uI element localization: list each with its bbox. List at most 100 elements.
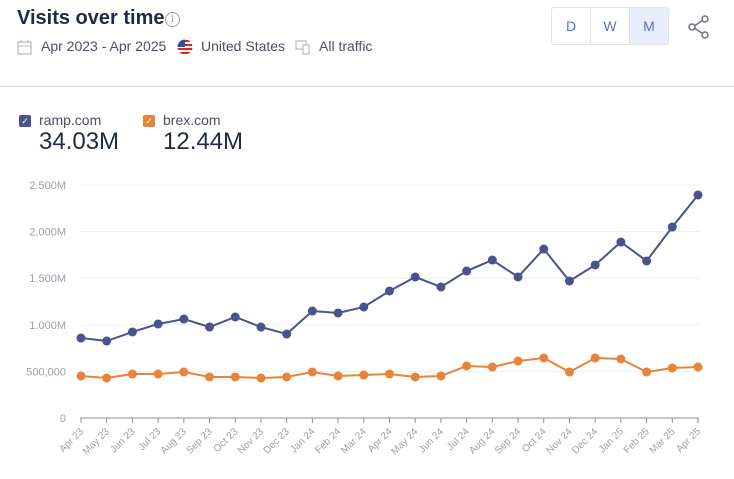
x-tick-label: May 24 [389, 426, 420, 457]
x-tick-label: Nov 23 [236, 426, 266, 456]
data-point [513, 356, 523, 366]
x-tick-label: Jan 25 [597, 426, 626, 455]
data-point [667, 222, 677, 232]
x-tick-label: Sep 23 [184, 426, 214, 456]
x-tick-label: Feb 24 [313, 426, 343, 456]
x-tick-label: Feb 25 [622, 426, 652, 456]
data-point [282, 329, 292, 339]
x-tick-label: Mar 25 [648, 426, 678, 456]
country-filter[interactable]: United States [177, 38, 286, 55]
data-point [359, 302, 369, 312]
x-tick-label: Mar 24 [339, 426, 369, 456]
traffic-label: All traffic [319, 38, 373, 54]
chart-title: Visits over time [17, 7, 165, 29]
y-tick-label: 0 [60, 413, 66, 425]
granularity-week-button[interactable]: W [591, 8, 630, 44]
data-point [385, 286, 394, 296]
data-point [385, 369, 394, 379]
data-point [693, 190, 703, 200]
data-point [307, 306, 317, 316]
data-point [102, 373, 112, 383]
data-point [333, 371, 343, 381]
data-point [462, 266, 472, 276]
data-point [513, 272, 523, 282]
legend-total: 34.03M [39, 128, 120, 155]
x-tick-label: Jan 24 [288, 426, 317, 455]
data-point [205, 322, 215, 332]
data-point [616, 354, 626, 364]
divider [0, 86, 734, 87]
y-tick-label: 500,000 [26, 366, 66, 378]
data-point [153, 319, 163, 329]
checkbox-icon[interactable]: ✓ [143, 115, 155, 127]
x-tick-label: Jun 24 [417, 426, 446, 455]
data-point [102, 336, 112, 346]
x-tick-label: Aug 24 [467, 426, 497, 456]
share-icon[interactable] [687, 15, 711, 39]
data-point [333, 308, 343, 318]
data-point [127, 327, 137, 337]
traffic-filter[interactable]: All traffic [295, 38, 373, 55]
granularity-toggle: D W M [551, 7, 669, 45]
x-tick-label: May 23 [81, 426, 112, 457]
country-label: United States [201, 38, 286, 54]
data-point [410, 272, 420, 282]
data-point [539, 244, 549, 254]
data-point [179, 367, 189, 377]
legend-total: 12.44M [163, 128, 244, 155]
data-point [153, 369, 163, 379]
data-point [410, 372, 420, 382]
data-point [359, 370, 369, 380]
data-point [127, 369, 137, 379]
x-tick-label: Aug 23 [159, 426, 189, 456]
data-point [256, 373, 266, 383]
granularity-day-button[interactable]: D [552, 8, 591, 44]
date-range-label: Apr 2023 - Apr 2025 [41, 38, 167, 54]
x-tick-label: Dec 24 [570, 426, 600, 456]
data-point [76, 371, 86, 381]
data-point [462, 361, 472, 371]
data-point [590, 353, 600, 363]
data-point [693, 362, 703, 372]
data-point [307, 367, 317, 377]
y-tick-label: 2.500M [29, 180, 66, 192]
checkbox-icon[interactable]: ✓ [19, 115, 31, 127]
series-line-ramp.com [80, 194, 699, 343]
x-tick-label: Oct 24 [520, 426, 549, 455]
y-tick-label: 1.500M [29, 273, 66, 285]
data-point [564, 367, 574, 377]
data-point [76, 333, 86, 343]
data-point [539, 353, 549, 363]
data-point [642, 256, 652, 266]
date-range-filter[interactable]: Apr 2023 - Apr 2025 [17, 38, 167, 55]
calendar-icon [17, 40, 32, 55]
legend-name: ramp.com [39, 112, 102, 128]
devices-icon [295, 40, 310, 55]
x-tick-label: Jun 23 [109, 426, 138, 455]
data-point [205, 372, 215, 382]
x-tick-label: Dec 23 [262, 426, 292, 456]
y-tick-label: 1.000M [29, 320, 66, 332]
data-point [179, 314, 189, 324]
data-point [436, 282, 446, 292]
data-point [667, 363, 677, 373]
data-point [230, 372, 240, 382]
data-point [564, 276, 574, 286]
data-point [616, 237, 626, 247]
data-point [436, 371, 446, 381]
x-tick-label: Apr 25 [675, 426, 704, 455]
data-point [487, 255, 497, 265]
y-tick-label: 2.000M [29, 227, 66, 239]
data-point [642, 367, 652, 377]
x-tick-label: Oct 23 [212, 426, 241, 455]
info-icon[interactable]: i [165, 12, 180, 27]
us-flag-icon [177, 39, 193, 55]
data-point [256, 322, 266, 332]
granularity-month-button[interactable]: M [630, 8, 668, 44]
legend-name: brex.com [163, 112, 221, 128]
x-tick-label: Sep 24 [493, 426, 523, 456]
data-point [487, 362, 497, 372]
x-tick-label: Nov 24 [544, 426, 574, 456]
data-point [230, 312, 240, 322]
